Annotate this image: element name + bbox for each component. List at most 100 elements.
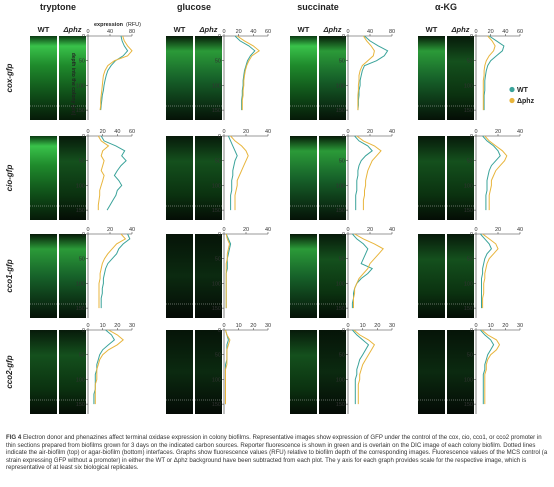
x-tick-label: 60	[265, 29, 271, 35]
series-line-wt	[93, 329, 116, 405]
x-tick-label: 60	[517, 29, 523, 35]
gene-row-label: cio-gfp	[5, 165, 14, 192]
y-tick-label: 150	[336, 402, 345, 408]
series-line-wt	[100, 35, 129, 111]
micrograph-wt	[418, 36, 445, 120]
y-tick-label: 100	[212, 183, 221, 189]
series-line-mut	[99, 35, 133, 111]
depth-profile-plot: 0 20 40 0 50 100 150	[336, 129, 395, 220]
x-tick-label: 0	[346, 323, 349, 329]
y-tick-label: 50	[339, 257, 345, 263]
y-tick-label: 50	[79, 353, 85, 359]
x-tick-label: 0	[86, 323, 89, 329]
x-tick-label: 40	[517, 227, 523, 233]
x-tick-label: 40	[389, 129, 395, 135]
series-line-wt	[100, 135, 127, 211]
x-tick-label: 30	[129, 323, 135, 329]
x-tick-label: 20	[243, 227, 249, 233]
y-tick-label: 100	[76, 377, 85, 383]
x-tick-label: 0	[474, 29, 477, 35]
condition-heading: α-KG	[435, 2, 457, 12]
series-line-wt	[354, 135, 373, 211]
x-tick-label: 0	[346, 29, 349, 35]
x-tick-label: 0	[222, 227, 225, 233]
x-tick-label: 0	[346, 227, 349, 233]
series-line-mut	[357, 35, 375, 111]
series-line-wt	[234, 35, 256, 111]
figure-canvas: tryptone WT Δphz glucose WT Δphz succinate WT Δp…	[5, 2, 535, 414]
figure-caption: FIG 4 Electron donor and phenazines affe…	[6, 434, 548, 472]
x-tick-label: 20	[495, 129, 501, 135]
condition-heading: succinate	[297, 2, 339, 12]
y-tick-label: 50	[467, 257, 473, 263]
series-line-wt	[351, 233, 374, 309]
y-tick-label: 150	[464, 108, 473, 114]
series-line-wt	[352, 329, 370, 405]
micrograph-wt	[30, 330, 57, 414]
y-tick-label: 100	[464, 183, 473, 189]
x-tick-label: 20	[243, 129, 249, 135]
micrograph-wt	[30, 234, 57, 318]
micrograph-wt	[418, 330, 445, 414]
y-tick-label: 150	[212, 306, 221, 312]
y-tick-label: 150	[336, 306, 345, 312]
micrograph-wt	[418, 234, 445, 318]
series-line-mut	[98, 233, 127, 309]
y-tick-label: 150	[76, 306, 85, 312]
y-tick-label: 50	[79, 257, 85, 263]
caption-label: FIG 4	[6, 434, 22, 441]
series-line-wt	[227, 135, 238, 211]
depth-profile-plot: 0 10 20 30 0 50 100 150	[212, 323, 271, 414]
x-tick-label: 40	[502, 29, 508, 35]
y-tick-label: 50	[79, 59, 85, 65]
x-tick-label: 10	[488, 323, 494, 329]
depth-profile-plot: 0 20 40 0 50 100 150	[212, 227, 271, 318]
y-tick-label: 0	[470, 232, 473, 238]
y-tick-label: 0	[342, 34, 345, 40]
x-tick-label: 40	[114, 129, 120, 135]
depth-profile-plot: 0 20 40 0 50 100 150	[464, 129, 523, 220]
y-tick-label: 0	[218, 328, 221, 334]
x-tick-label: 0	[86, 29, 89, 35]
x-tick-label: 40	[367, 29, 373, 35]
micrograph-wt	[166, 330, 193, 414]
y-tick-label: 0	[342, 232, 345, 238]
x-tick-label: 20	[374, 323, 380, 329]
x-axis-title: expression	[94, 22, 124, 28]
legend-label: WT	[517, 87, 529, 94]
x-tick-label: 0	[474, 227, 477, 233]
y-tick-label: 100	[464, 377, 473, 383]
y-tick-label: 0	[342, 134, 345, 140]
micrograph-wt	[166, 36, 193, 120]
y-axis-title: depth into the colony (µm)	[70, 53, 76, 116]
x-tick-label: 20	[495, 227, 501, 233]
x-tick-label: 30	[389, 323, 395, 329]
condition-heading: glucose	[177, 2, 211, 12]
strain-label-mut: Δphz	[199, 25, 218, 34]
micrograph-wt	[30, 136, 57, 220]
strain-label-mut: Δphz	[63, 25, 82, 34]
y-tick-label: 0	[82, 328, 85, 334]
x-tick-label: 20	[250, 323, 256, 329]
series-line-wt	[100, 233, 131, 309]
y-tick-label: 0	[82, 232, 85, 238]
y-tick-label: 50	[215, 59, 221, 65]
caption-text: Electron donor and phenazines affect ter…	[6, 434, 548, 472]
x-tick-label: 40	[389, 227, 395, 233]
depth-profile-plot: 0 40 80 0 50 100 150	[336, 29, 395, 120]
y-tick-label: 100	[76, 183, 85, 189]
series-line-mut	[225, 329, 231, 405]
micrograph-wt	[166, 136, 193, 220]
y-tick-label: 50	[215, 353, 221, 359]
x-tick-label: 0	[474, 323, 477, 329]
y-tick-label: 150	[76, 108, 85, 114]
legend-marker	[509, 86, 515, 93]
depth-profile-plot: 0 20 40 60 0 50 100 150	[464, 29, 523, 120]
micrograph-wt	[418, 136, 445, 220]
micrograph-wt	[166, 234, 193, 318]
micrograph-wt	[290, 234, 317, 318]
x-tick-label: 30	[517, 323, 523, 329]
x-tick-label: 40	[107, 29, 113, 35]
strain-label-wt: WT	[174, 25, 186, 34]
x-tick-label: 40	[517, 129, 523, 135]
